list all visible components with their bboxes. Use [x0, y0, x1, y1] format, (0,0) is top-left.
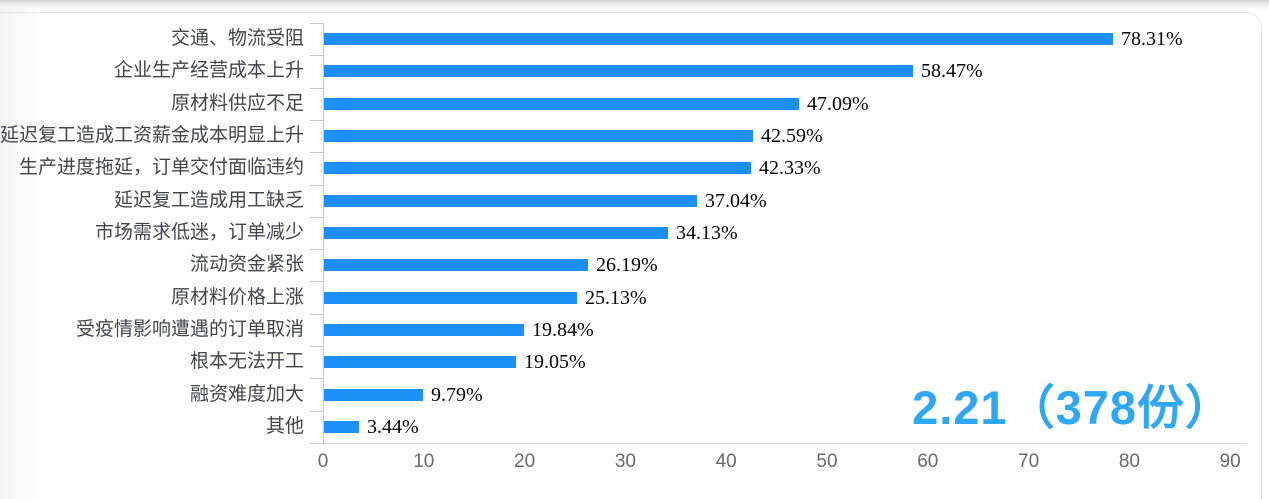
bar	[324, 420, 359, 433]
bar	[324, 259, 588, 272]
y-axis-tick	[310, 55, 323, 56]
y-axis-tick	[310, 281, 323, 282]
y-axis-tick	[310, 346, 323, 347]
y-axis-tick	[310, 443, 323, 444]
category-label: 延迟复工造成用工缺乏	[113, 189, 304, 211]
bar	[324, 194, 697, 207]
value-label: 25.13%	[585, 286, 647, 309]
bar	[324, 291, 577, 304]
y-axis-tick	[310, 23, 323, 24]
category-label: 生产进度拖延，订单交付面临违约	[18, 157, 304, 179]
y-axis-tick	[310, 88, 323, 89]
category-label: 其他	[265, 415, 304, 437]
bar	[324, 97, 799, 110]
category-label: 延迟复工造成工资薪金成本明显上升	[0, 125, 305, 147]
value-label: 42.33%	[759, 157, 821, 180]
value-label: 37.04%	[705, 189, 767, 212]
category-label: 受疫情影响遭遇的订单取消	[75, 318, 304, 340]
x-axis-tick-label: 90	[1219, 451, 1241, 472]
left-edge-shadow	[0, 8, 42, 499]
category-label: 流动资金紧张	[189, 254, 304, 276]
y-axis-tick	[310, 314, 323, 315]
x-axis-tick-label: 40	[715, 451, 737, 472]
category-label: 交通、物流受阻	[170, 28, 304, 50]
window-top-edge	[0, 0, 1269, 10]
category-label: 市场需求低迷，订单减少	[94, 222, 304, 243]
y-axis-tick	[310, 411, 323, 412]
bar	[324, 227, 668, 239]
x-axis-tick-label: 50	[816, 451, 838, 472]
value-label: 9.79%	[431, 383, 483, 406]
y-axis-tick	[310, 249, 323, 250]
bar	[324, 388, 423, 401]
category-label: 原材料价格上涨	[170, 286, 304, 308]
category-label: 原材料供应不足	[170, 92, 304, 114]
y-axis-tick	[310, 378, 323, 379]
category-label: 企业生产经营成本上升	[113, 60, 304, 82]
value-label: 47.09%	[807, 92, 869, 115]
category-label: 根本无法开工	[189, 351, 304, 373]
value-label: 42.59%	[761, 125, 823, 148]
value-label: 19.84%	[532, 318, 594, 341]
value-label: 34.13%	[676, 222, 738, 244]
bar	[324, 356, 516, 369]
x-axis-tick-label: 20	[514, 451, 536, 472]
y-axis-tick	[310, 152, 323, 153]
y-axis-tick	[310, 120, 323, 121]
value-label: 26.19%	[596, 254, 658, 277]
x-axis-tick-label: 70	[1018, 451, 1040, 472]
x-axis-tick-label: 80	[1118, 451, 1140, 472]
bar	[324, 130, 753, 143]
y-axis-line	[323, 23, 324, 443]
bar	[324, 323, 524, 336]
value-label: 58.47%	[921, 60, 983, 83]
x-axis-line	[310, 443, 1246, 444]
x-axis-tick-label: 10	[413, 451, 435, 472]
value-label: 19.05%	[524, 351, 586, 374]
category-label: 融资难度加大	[189, 383, 304, 405]
y-axis-tick	[310, 217, 323, 218]
y-axis-tick	[310, 185, 323, 186]
respondents-annotation: 2.21（378份）	[912, 381, 1233, 434]
bar	[324, 65, 913, 78]
x-axis-tick-label: 60	[917, 451, 939, 472]
value-label: 78.31%	[1121, 28, 1183, 51]
bar	[324, 33, 1113, 46]
x-axis-tick-label: 0	[317, 451, 329, 472]
chart-card-border	[0, 12, 1262, 499]
x-axis-tick-label: 30	[614, 451, 636, 472]
bar	[324, 162, 751, 175]
value-label: 3.44%	[367, 415, 419, 438]
